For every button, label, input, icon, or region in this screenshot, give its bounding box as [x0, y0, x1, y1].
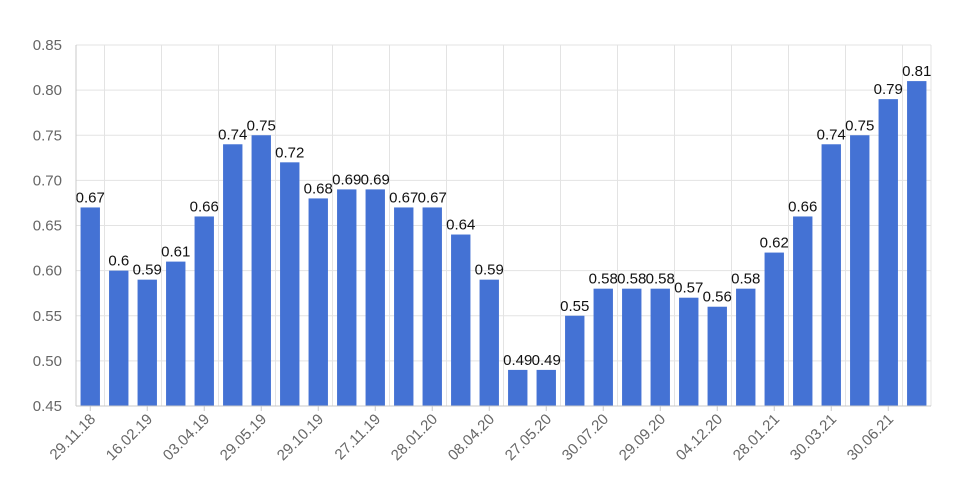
x-axis: 29.11.18 16.02.19 03.04.19 29.05.19 29.10.19…: [47, 405, 931, 464]
x-tick-label: 04.12.20: [673, 411, 726, 464]
bar: [764, 252, 784, 406]
bar-value-label: 0.67: [418, 189, 447, 206]
bar: [337, 189, 357, 406]
bar: [907, 81, 927, 406]
bar-value-label: 0.68: [304, 180, 333, 197]
bar-value-label: 0.74: [218, 126, 247, 143]
bar-value-label: 0.69: [332, 171, 361, 188]
y-axis: 0.45 0.50 0.55 0.60 0.65 0.70 0.75 0.80 0.85: [33, 37, 77, 415]
grid-layer: [76, 44, 932, 407]
bar-value-label: 0.67: [76, 189, 105, 206]
bar: [479, 279, 499, 406]
y-tick-label: 0.65: [33, 218, 62, 235]
bar-value-label: 0.58: [589, 271, 618, 288]
bar-value-label: 0.62: [760, 235, 789, 252]
y-tick-label: 0.50: [33, 353, 62, 370]
bar-value-label: 0.58: [617, 271, 646, 288]
y-tick-label: 0.55: [33, 308, 62, 325]
bar: [650, 288, 670, 406]
bar: [850, 135, 870, 406]
bar-value-label: 0.75: [247, 117, 276, 134]
x-tick-label: 16.02.19: [103, 411, 156, 464]
bar-value-label: 0.81: [902, 63, 931, 80]
bar: [622, 288, 642, 406]
bar-value-label: 0.55: [560, 298, 589, 315]
bar-value-label: 0.64: [446, 217, 475, 234]
y-tick-label: 0.45: [33, 398, 62, 415]
y-tick-label: 0.75: [33, 127, 62, 144]
x-tick-label: 28.01.21: [730, 411, 783, 464]
bar-value-label: 0.67: [389, 189, 418, 206]
bar-value-label: 0.69: [361, 171, 390, 188]
bar: [109, 270, 129, 406]
x-tick-label: 29.11.18: [47, 411, 100, 464]
bar: [137, 279, 157, 406]
bar: [308, 198, 328, 406]
bar: [878, 99, 898, 407]
bar-value-label: 0.66: [190, 198, 219, 215]
bar-value-label: 0.58: [646, 271, 675, 288]
bar: [166, 261, 186, 406]
bar: [80, 207, 100, 406]
bar-value-label: 0.49: [532, 352, 561, 369]
bar: [565, 315, 585, 406]
bar-value-label: 0.49: [503, 352, 532, 369]
bar: [451, 234, 471, 406]
y-tick-label: 0.60: [33, 263, 62, 280]
x-tick-label: 29.05.19: [217, 411, 270, 464]
x-tick-label: 27.11.19: [332, 411, 385, 464]
bar: [223, 144, 243, 406]
x-tick-label: 30.06.21: [844, 411, 897, 464]
bar: [821, 144, 841, 406]
x-tick-label: 03.04.19: [160, 411, 213, 464]
bar-value-label: 0.59: [475, 262, 504, 279]
bar: [508, 369, 528, 406]
bar: [707, 306, 727, 406]
bar-value-label: 0.57: [674, 280, 703, 297]
bar-value-label: 0.6: [108, 253, 129, 270]
bar: [679, 297, 699, 406]
bar-value-label: 0.72: [275, 144, 304, 161]
x-tick-label: 30.07.20: [559, 411, 612, 464]
x-tick-label: 29.10.19: [274, 411, 327, 464]
x-tick-label: 08.04.20: [445, 411, 498, 464]
bar: [194, 216, 214, 406]
bar-value-label: 0.79: [874, 81, 903, 98]
y-tick-label: 0.80: [33, 82, 62, 99]
bar: [394, 207, 414, 406]
x-tick-label: 27.05.20: [502, 411, 555, 464]
bar-value-label: 0.56: [703, 289, 732, 306]
bar: [280, 162, 300, 406]
bar-value-label: 0.61: [161, 244, 190, 261]
bar-value-label: 0.75: [845, 117, 874, 134]
bar: [251, 135, 271, 406]
x-tick-label: 28.01.20: [388, 411, 441, 464]
bar: [422, 207, 442, 406]
bar: [536, 369, 556, 406]
y-tick-label: 0.70: [33, 172, 62, 189]
bar: [736, 288, 756, 406]
bar: [793, 216, 813, 406]
bar: [593, 288, 613, 406]
bar-value-label: 0.74: [817, 126, 846, 143]
bar: [365, 189, 385, 406]
bar-layer: [80, 81, 927, 407]
x-tick-label: 30.03.21: [787, 411, 840, 464]
bar-value-label: 0.58: [731, 271, 760, 288]
bar-label-layer: 0.670.60.590.610.660.740.750.720.680.69 0…: [76, 63, 932, 369]
y-tick-label: 0.85: [33, 37, 62, 54]
bar-value-label: 0.59: [133, 262, 162, 279]
bar-value-label: 0.66: [788, 198, 817, 215]
x-tick-label: 29.09.20: [616, 411, 669, 464]
